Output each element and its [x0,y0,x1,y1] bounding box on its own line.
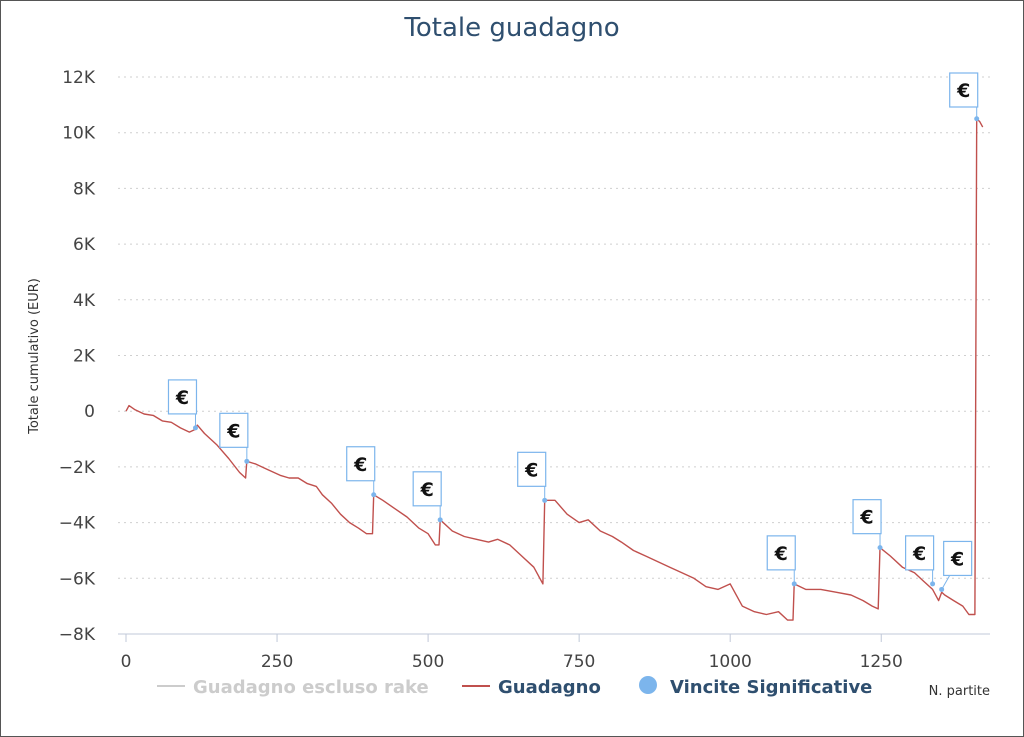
flag-point [930,581,936,587]
flag-point [791,581,797,587]
flag-box [346,446,376,482]
x-tick-label: 750 [563,652,595,672]
flag-point [974,116,980,122]
y-tick-label: 2K [73,347,96,367]
flag-box [167,379,198,415]
euro-icon: € [524,459,538,481]
y-tick-label: 6K [73,235,96,255]
flag-box [412,471,442,507]
legend-label: Guadagno escluso rake [193,677,429,698]
flag-box [943,540,973,577]
legend-label: Vincite Significative [670,677,872,698]
flag-vincita[interactable]: € [939,540,973,592]
flag-vincita[interactable]: € [852,499,883,551]
y-tick-label: 10K [62,124,96,144]
legend: Guadagno escluso rake Guadagno Vincite Sig… [157,676,872,698]
y-axis-title: Totale cumulativo (EUR) [27,278,42,435]
y-tick-label: −8K [59,625,96,645]
euro-icon: € [859,507,873,529]
legend-label: Guadagno [498,677,601,698]
flag-box [517,451,547,487]
flag-point [192,425,198,431]
euro-icon: € [226,420,240,442]
euro-icon: € [912,543,926,565]
flag-point [244,458,250,464]
flag-vincita[interactable]: € [517,451,548,503]
euro-icon: € [420,479,434,501]
flag-box [766,535,796,571]
y-tick-label: 8K [73,179,96,199]
x-axis: 0 250 500 750 1000 1250 [118,633,990,672]
x-tick-label: 1250 [860,652,903,672]
flag-vincita[interactable]: € [412,471,443,523]
flag-box [905,535,935,571]
flag-vincita[interactable]: € [219,412,250,464]
series-group [125,118,984,621]
euro-icon: € [950,548,964,570]
x-tick-label: 1000 [709,652,752,672]
euro-icon: € [175,387,189,409]
flag-vincita[interactable]: € [766,535,797,587]
y-tick-label: −2K [59,458,96,478]
flag-point [437,517,443,523]
flag-connector [941,575,951,590]
flag-box [852,499,882,535]
y-tick-label: −4K [59,514,96,534]
flag-vincita[interactable]: € [346,446,377,498]
flag-point [542,497,548,503]
legend-item[interactable]: Vincite Significative [639,676,872,698]
chart-title: Totale guadagno [403,13,619,43]
flag-box [219,412,249,448]
flag-box [949,72,979,108]
flag-point [877,545,883,551]
x-axis-title: N. partite [929,684,990,699]
euro-icon: € [956,80,970,102]
legend-item[interactable]: Guadagno [462,677,601,698]
x-tick-label: 0 [121,652,132,672]
y-tick-label: 12K [62,68,96,88]
x-tick-label: 250 [261,652,293,672]
euro-icon: € [353,454,367,476]
flag-point [371,492,377,498]
flag-vincita[interactable]: € [167,379,198,431]
flag-vincita[interactable]: € [949,72,980,122]
x-tick-label: 500 [412,652,444,672]
y-tick-label: 4K [73,291,96,311]
flag-point [939,586,945,592]
legend-item[interactable]: Guadagno escluso rake [157,677,429,698]
euro-icon: € [774,543,788,565]
legend-dot-icon [639,676,657,694]
grid [118,76,990,579]
y-tick-label: −6K [59,569,96,589]
flags-group: € € € € € € € € € € [167,72,980,592]
y-axis: −8K −6K −4K −2K 0 2K 4K 6K 8K 10K 12K [59,68,96,645]
y-tick-label: 0 [84,402,95,422]
series-line-guadagno [125,118,984,621]
flag-vincita[interactable]: € [905,535,936,587]
